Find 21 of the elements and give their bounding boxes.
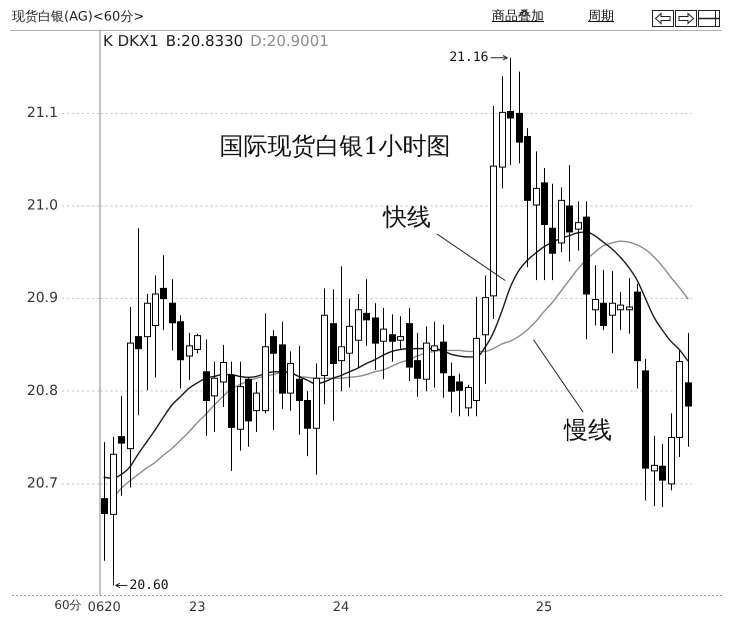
legend-title: K DKX1: [103, 32, 159, 50]
text: B:20.8330: [166, 32, 244, 50]
y-tick-label: 20.7: [26, 475, 58, 492]
y-tick-label: 20.8: [26, 382, 58, 399]
y-tick-label: 21.0: [26, 198, 58, 214]
x-tick-label: 0620: [88, 600, 121, 616]
text: D:20.9001: [250, 32, 329, 50]
annotation: 慢线: [563, 416, 612, 444]
y-tick-label: 21.1: [26, 105, 58, 121]
x-tick-label: 24: [332, 600, 350, 616]
x-tick-label: 25: [536, 600, 552, 616]
x-tick-label: 23: [188, 600, 206, 616]
annotation: 20.60: [130, 578, 169, 593]
text: 国际现货白银1小时图: [219, 132, 451, 160]
text: 商品叠加: [492, 9, 544, 25]
y-tick-label: 20.9: [26, 290, 58, 306]
annotation: 快线: [382, 203, 431, 232]
text: 60分: [54, 598, 82, 612]
text: 周期: [588, 9, 614, 25]
chart-title: 现货白银(AG)<60分>: [12, 9, 144, 24]
annotation: 21.16: [449, 50, 488, 66]
